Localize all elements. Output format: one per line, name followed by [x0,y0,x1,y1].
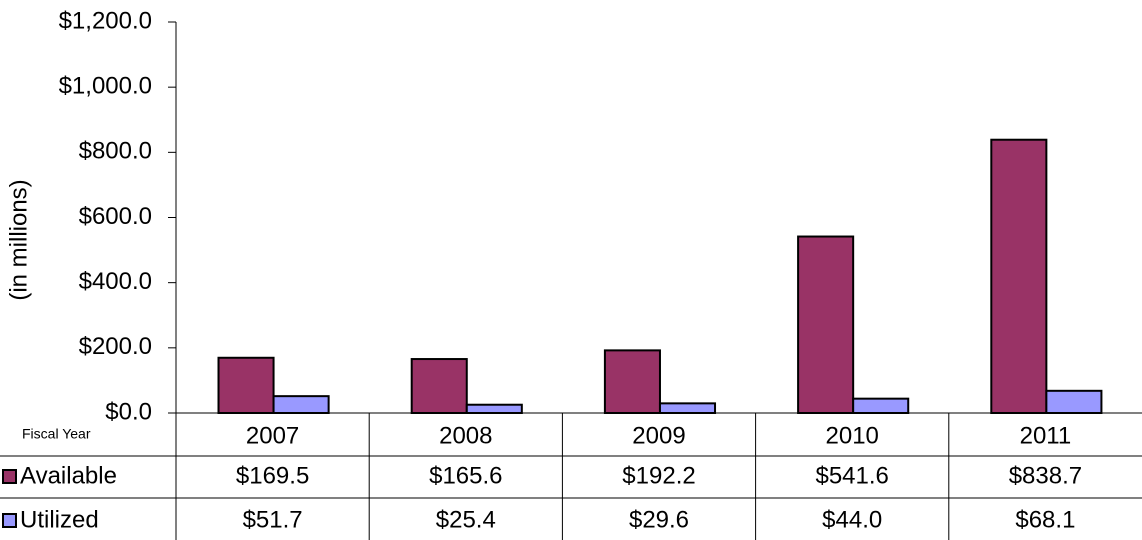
x-tick-label: 2007 [246,422,299,449]
legend-swatch [2,469,17,484]
y-tick-label: $800.0 [79,138,152,165]
bar [603,349,661,415]
table-value: $68.1 [1015,506,1075,533]
bar [990,138,1048,415]
table-value: $51.7 [243,506,303,533]
bar [797,235,855,414]
x-tick-label: 2009 [632,422,685,449]
bar [658,402,717,415]
table-value: $838.7 [1009,462,1082,489]
legend-swatch [2,513,17,528]
legend-label: Utilized [20,506,99,533]
table-value: $165.6 [429,462,502,489]
y-tick-label: $400.0 [79,268,152,295]
x-tick-label: 2008 [439,422,492,449]
legend-label: Available [20,462,117,489]
y-tick-label: $200.0 [79,333,152,360]
table-value: $541.6 [815,462,888,489]
table-value: $192.2 [622,462,695,489]
bar [1045,389,1103,415]
y-tick-label: $600.0 [79,203,152,230]
x-tick-label: 2011 [1020,422,1072,449]
table-value: $25.4 [436,506,496,533]
bar [465,403,523,415]
bar [410,358,468,414]
x-tick-label: 2010 [826,422,879,449]
table-value: $29.6 [629,506,689,533]
y-tick-label: $1,200.0 [59,7,152,34]
x-axis-title: Fiscal Year [22,426,91,442]
table-value: $44.0 [822,506,882,533]
table-value: $169.5 [236,462,309,489]
y-tick-label: $1,000.0 [59,73,152,100]
bar [272,395,330,415]
bar [217,356,275,414]
y-axis-title: (in millions) [5,179,32,300]
y-tick-label: $0.0 [105,398,152,425]
bar [852,397,910,414]
